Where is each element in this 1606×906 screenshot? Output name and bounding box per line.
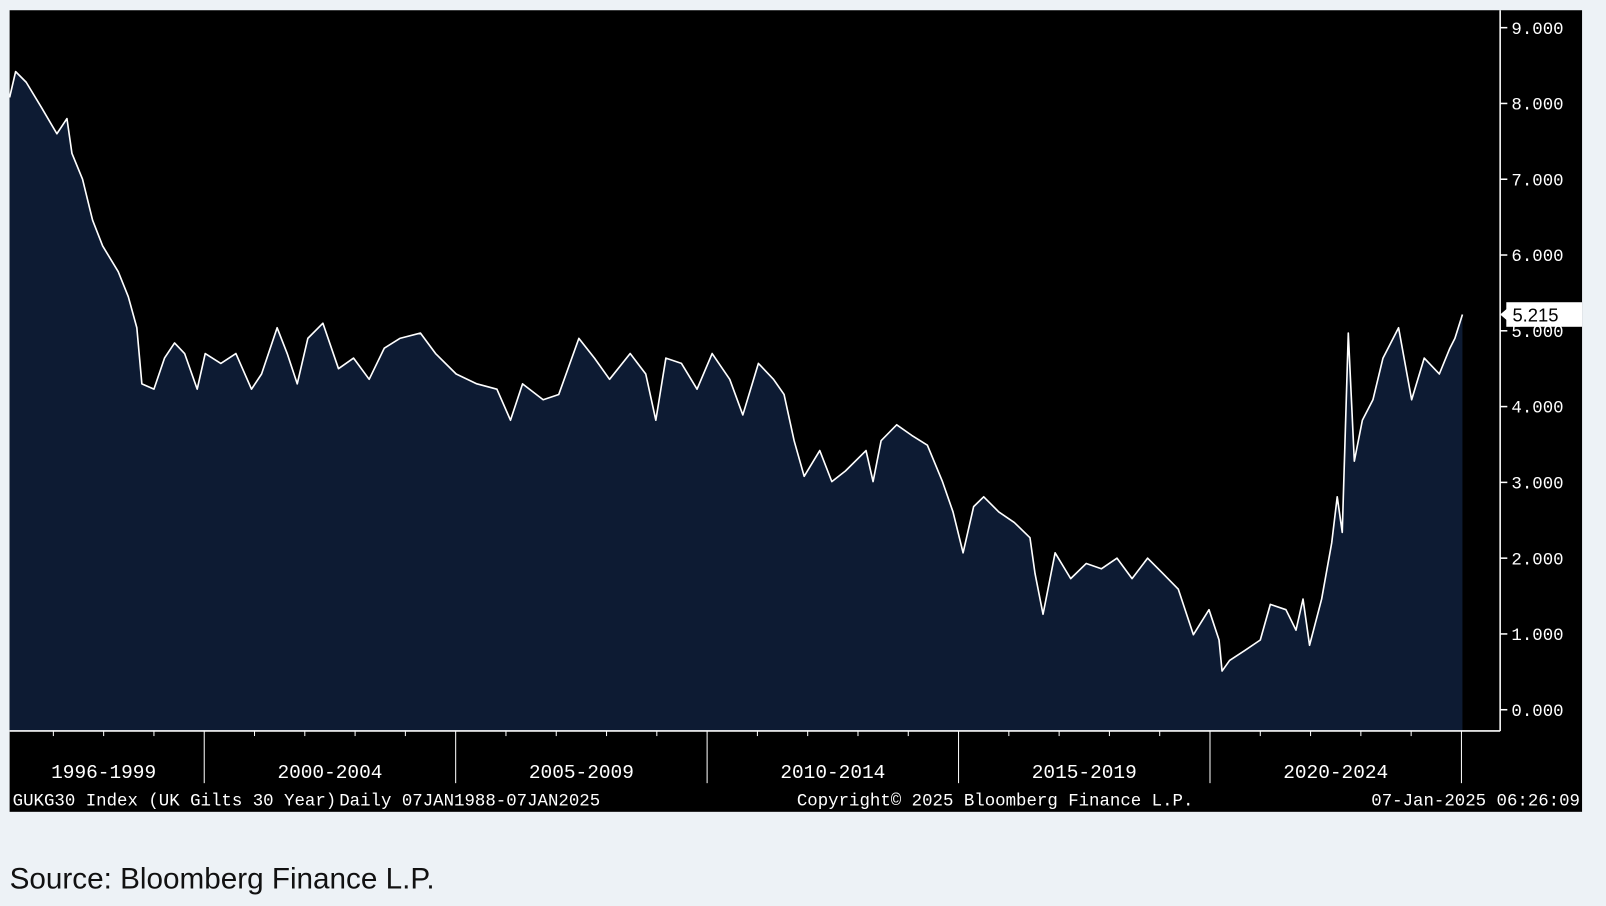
y-tick-label: 1.000: [1511, 627, 1563, 646]
last-value-box: [1506, 302, 1583, 327]
y-tick-label: 6.000: [1511, 248, 1563, 267]
chart-title: GUKG30 Index (UK Gilts 30 Year): [13, 793, 337, 812]
line: [8, 70, 1464, 672]
x-period-label: 2000-2004: [277, 762, 382, 784]
y-tick-label: 4.000: [1511, 400, 1563, 419]
x-period-label: 1996-1999: [51, 762, 156, 784]
last-value-label: 5.215: [1512, 305, 1558, 326]
chart-subtitle: Daily 07JAN1988-07JAN2025: [339, 793, 600, 812]
x-period-label: 2005-2009: [529, 762, 634, 784]
y-tick-label: 3.000: [1511, 476, 1563, 495]
x-period-label: 2015-2019: [1032, 762, 1137, 784]
y-tick-label: 9.000: [1511, 21, 1563, 40]
source-note: Source: Bloomberg Finance L.P.: [10, 863, 435, 896]
copyright: Copyright© 2025 Bloomberg Finance L.P.: [797, 793, 1194, 812]
y-tick-label: 7.000: [1511, 172, 1563, 191]
area-fill: [9, 71, 1463, 731]
y-tick-label: 0.000: [1511, 703, 1563, 722]
x-period-label: 2020-2024: [1283, 762, 1388, 784]
x-period-label: 2010-2014: [780, 762, 885, 784]
y-tick-label: 5.000: [1511, 324, 1563, 343]
y-tick-label: 8.000: [1511, 97, 1563, 116]
y-tick-label: 2.000: [1511, 551, 1563, 570]
last-value-pointer: [1500, 308, 1508, 321]
timestamp: 07-Jan-2025 06:26:09: [1371, 793, 1580, 812]
